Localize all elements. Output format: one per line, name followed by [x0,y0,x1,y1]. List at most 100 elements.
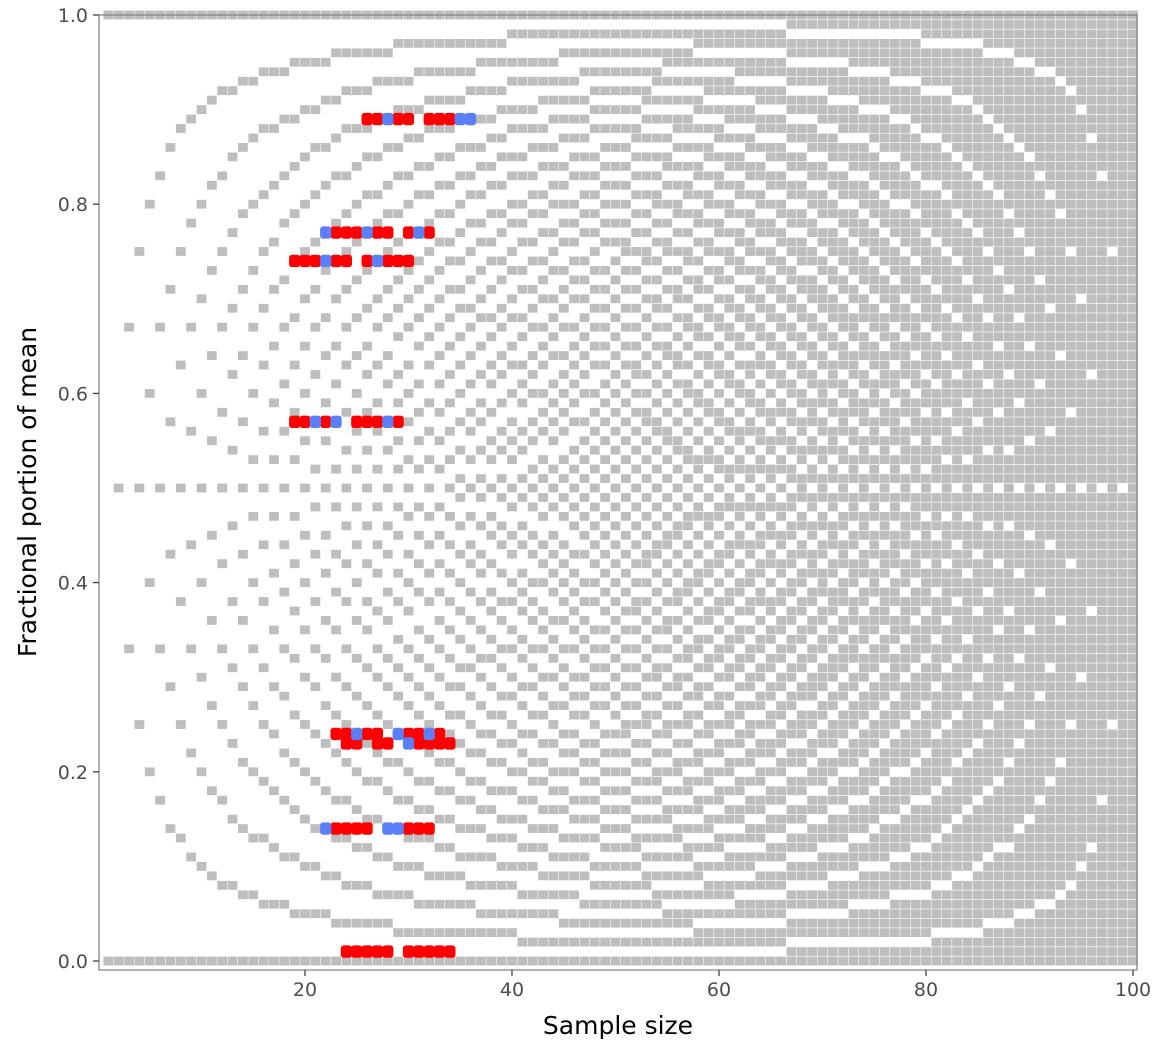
tile [786,634,797,644]
tile [1014,133,1025,143]
tile [765,124,776,133]
tile [652,587,662,597]
tile [1097,256,1107,266]
tile [445,729,455,739]
tile [838,474,849,483]
tile [817,805,828,815]
tile [683,511,693,521]
tile [1055,634,1066,644]
tile [827,653,838,663]
tile [279,171,290,181]
tile [724,909,735,919]
tile [972,95,983,105]
tile [569,625,579,635]
tile [527,909,538,919]
tile [641,634,652,644]
tile [890,776,900,786]
tile [921,824,931,833]
tile [600,729,611,739]
tile [962,710,973,720]
tile [538,909,548,919]
tile [1097,474,1107,483]
tile [1097,284,1107,294]
tile [745,29,755,39]
tile [1097,86,1107,96]
tile [952,180,962,190]
tile [807,48,818,58]
tile [1086,625,1097,635]
tile [796,606,807,616]
tile [931,48,942,58]
tile [507,739,517,748]
tile [289,805,300,815]
tile [579,436,590,446]
tile [1076,549,1087,559]
tile [445,95,455,105]
tile [765,95,776,105]
tile [900,597,911,606]
tile [910,786,921,796]
tile [796,417,807,427]
tile [600,549,611,559]
tile [641,332,652,342]
tile [507,341,517,351]
tile [1107,20,1118,29]
tile [1107,455,1118,465]
tile [693,871,704,881]
tile [941,739,952,748]
tile [869,682,880,692]
tile [693,795,704,805]
tile [755,672,766,682]
tile [972,445,983,455]
tile [1045,237,1056,247]
tile [921,663,931,673]
tile [1024,597,1035,606]
tile [672,616,683,625]
tile [1045,483,1056,493]
tile [620,568,631,578]
tile [424,218,435,228]
tile [900,360,911,370]
tile [1076,682,1087,692]
tile [1066,389,1076,398]
tile [1055,171,1066,181]
tile [641,313,652,323]
tile [113,956,124,966]
tile [962,417,973,427]
tile [331,549,341,559]
tile [827,209,838,219]
tile [869,663,880,673]
tile [434,180,445,190]
tile [269,568,279,578]
tile [558,370,569,379]
tile [434,351,445,360]
tile [859,237,869,247]
tile [589,322,600,332]
tile [838,426,849,436]
tile [890,417,900,427]
tile [300,672,310,682]
tile [382,852,393,862]
tile [931,95,942,105]
tile [703,190,714,200]
tile [620,398,631,408]
tile [972,67,983,77]
tile [910,190,921,200]
tile [993,143,1004,152]
tile [641,511,652,521]
tile [527,29,538,39]
tile [569,29,579,39]
tile [931,720,942,729]
tile [734,303,745,313]
tile [931,871,942,881]
tile [962,757,973,767]
tile [517,795,528,805]
tile [952,909,962,919]
tile [413,256,424,266]
tile [714,86,724,96]
tile [693,218,704,228]
tile [890,947,900,956]
tile [776,909,786,919]
tile [217,880,228,890]
tile [900,313,911,323]
